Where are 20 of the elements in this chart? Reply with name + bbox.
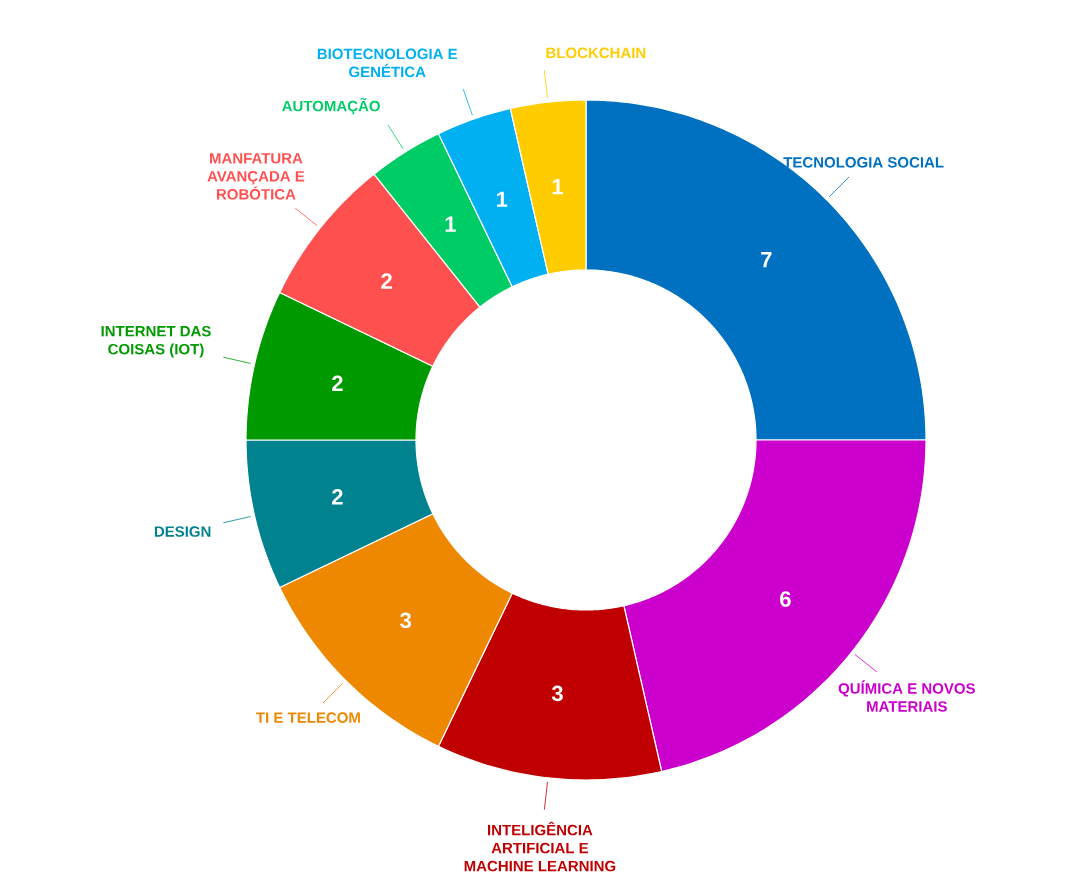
data-label: 1 [552, 179, 563, 195]
slice-label: MANFATURA AVANÇADA E ROBÓTICA [207, 153, 305, 200]
data-label: 1 [497, 191, 508, 207]
slice-label: BLOCKCHAIN [546, 47, 646, 59]
slice-label: AUTOMAÇÃO [282, 97, 380, 115]
slice-label: QUÍMICA E NOVOS MATERIAIS [838, 680, 975, 712]
data-label: 3 [551, 685, 563, 702]
slice-label: INTERNET DAS COISAS (IOT) [101, 325, 211, 358]
slice-label: INTELIGÊNCIA ARTIFICIAL E MACHINE LEARNING [464, 821, 616, 872]
data-label: 2 [381, 273, 392, 289]
slice-label: TI E TELECOM [256, 712, 360, 723]
data-label: 2 [332, 375, 343, 391]
data-label: 6 [780, 591, 791, 607]
slice-label: BIOTECNOLOGIA E GENÉTICA [317, 48, 458, 78]
data-label: 2 [332, 489, 343, 505]
data-label: 7 [761, 252, 772, 268]
data-label: 3 [400, 612, 412, 629]
slice-label: TECNOLOGIA SOCIAL [783, 157, 944, 168]
slice-label: DESIGN [154, 526, 211, 537]
data-label: 1 [445, 216, 456, 232]
